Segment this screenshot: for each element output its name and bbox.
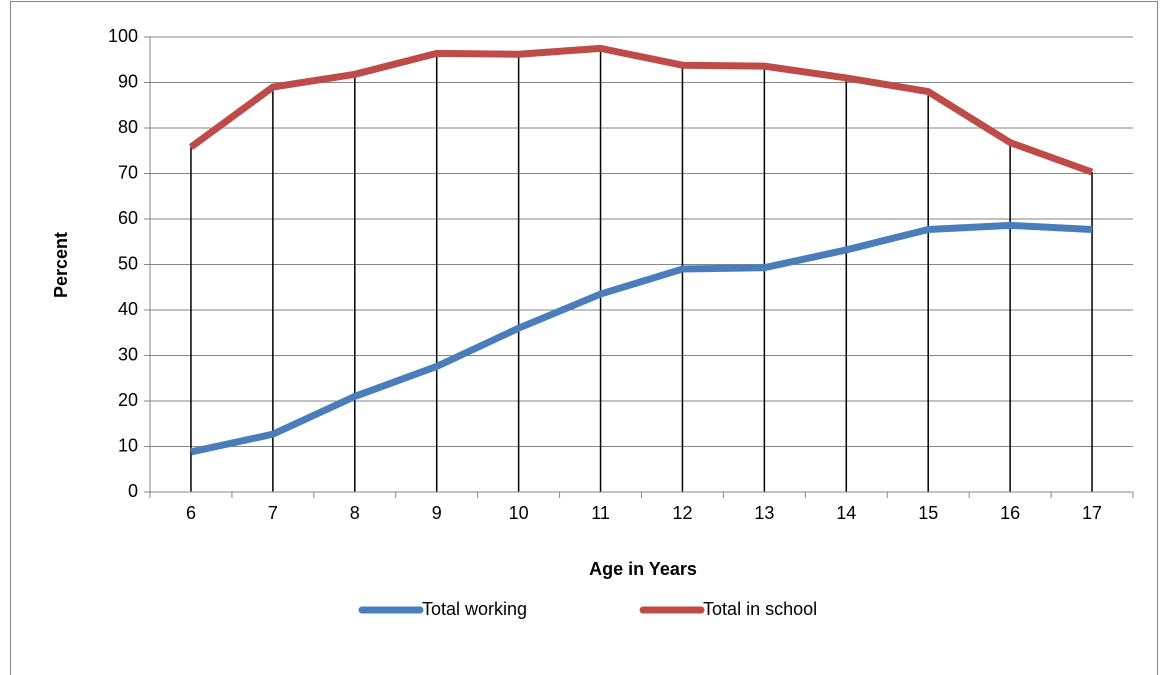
- series-line: [190, 221, 1093, 456]
- y-tick-label: 0: [128, 481, 138, 501]
- y-tick-label: 20: [118, 390, 138, 410]
- y-tick-label: 90: [118, 71, 138, 91]
- x-tick-label: 9: [432, 503, 442, 523]
- x-tick-label: 17: [1082, 503, 1102, 523]
- y-tick-label: 50: [118, 253, 138, 273]
- y-tick-label: 60: [118, 208, 138, 228]
- legend-label: Total in school: [703, 599, 817, 619]
- x-tick-label: 12: [672, 503, 692, 523]
- x-tick-label: 6: [186, 503, 196, 523]
- x-tick-label: 14: [836, 503, 856, 523]
- chart-frame: [10, 1, 1158, 675]
- x-tick-label: 10: [509, 503, 529, 523]
- y-tick-label: 100: [108, 26, 138, 46]
- x-tick-label: 13: [754, 503, 774, 523]
- y-axis-title: Percent: [51, 232, 71, 298]
- series-line: [188, 44, 1094, 176]
- x-tick-label: 16: [1000, 503, 1020, 523]
- legend-label: Total working: [422, 599, 527, 619]
- x-tick-label: 15: [918, 503, 938, 523]
- y-tick-label: 70: [118, 162, 138, 182]
- y-tick-label: 10: [118, 435, 138, 455]
- x-axis-title: Age in Years: [589, 559, 697, 579]
- x-tick-label: 7: [268, 503, 278, 523]
- x-tick-label: 8: [350, 503, 360, 523]
- y-tick-label: 30: [118, 344, 138, 364]
- x-tick-label: 11: [591, 503, 610, 523]
- y-tick-label: 40: [118, 299, 138, 319]
- y-tick-label: 80: [118, 117, 138, 137]
